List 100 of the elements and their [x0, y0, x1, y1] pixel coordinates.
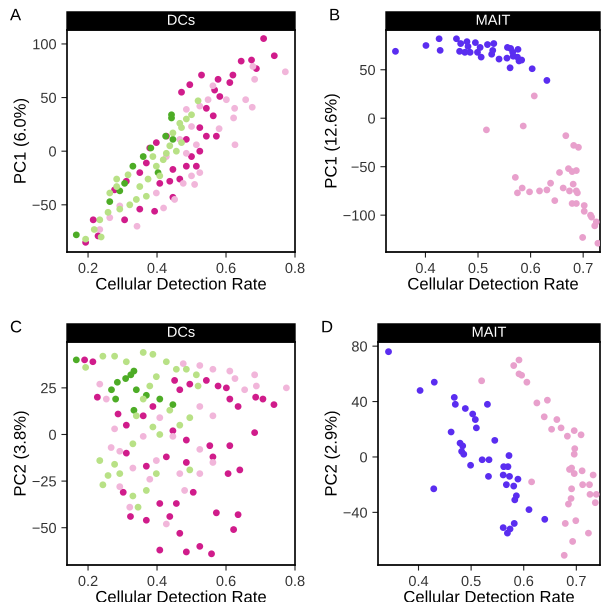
point [448, 428, 455, 436]
point [250, 63, 256, 70]
point [518, 184, 526, 192]
point [242, 96, 250, 104]
point [186, 380, 194, 388]
point [570, 470, 578, 477]
point [252, 382, 260, 390]
point [160, 204, 167, 212]
point [506, 452, 512, 459]
point [251, 371, 258, 378]
point [248, 56, 255, 64]
point [491, 436, 498, 444]
point [134, 504, 142, 511]
point [156, 431, 164, 438]
point [472, 39, 479, 46]
point [504, 54, 510, 62]
point [592, 490, 600, 498]
point [108, 386, 115, 394]
point [152, 470, 160, 478]
point [140, 153, 147, 160]
point [178, 139, 185, 146]
y-tick-label: 80 [352, 341, 368, 352]
point [238, 58, 245, 65]
point [104, 208, 112, 216]
point [586, 490, 594, 498]
point [514, 476, 522, 483]
point [514, 46, 522, 53]
point [579, 234, 586, 241]
point [553, 416, 560, 423]
point [176, 422, 184, 429]
y-tick-label: 100 [33, 39, 56, 50]
point [500, 524, 507, 532]
point [126, 201, 134, 208]
point [113, 183, 120, 190]
point [523, 378, 530, 386]
point [452, 400, 459, 408]
point [594, 240, 600, 247]
point [129, 440, 136, 448]
point [212, 509, 220, 516]
point [578, 431, 584, 438]
point [106, 190, 114, 196]
point [156, 180, 164, 187]
point [111, 460, 118, 468]
x-tick-label: 0.6 [216, 262, 236, 274]
point [166, 178, 174, 185]
point [566, 188, 573, 194]
point [149, 350, 156, 358]
point [111, 352, 118, 360]
point [182, 366, 190, 373]
point [570, 427, 578, 434]
point [472, 424, 480, 432]
point [96, 380, 104, 388]
point [122, 358, 130, 366]
point [129, 492, 136, 500]
point [570, 180, 577, 188]
point [422, 42, 430, 49]
point [569, 538, 576, 545]
x-tick-label: 0.6 [514, 576, 534, 586]
point [151, 208, 158, 215]
point [149, 153, 156, 160]
point [514, 189, 521, 196]
point [122, 450, 130, 457]
point [565, 500, 572, 508]
point [543, 77, 550, 84]
point [564, 432, 571, 440]
point [166, 406, 174, 414]
point [180, 180, 187, 187]
point [476, 44, 484, 51]
point [178, 124, 185, 131]
point [504, 530, 511, 537]
point [169, 130, 176, 136]
point [122, 422, 130, 429]
point [116, 470, 124, 478]
point [547, 180, 554, 187]
text: B [330, 8, 340, 20]
point [510, 362, 518, 369]
point [142, 487, 150, 494]
point [570, 450, 578, 458]
point [114, 378, 121, 386]
point [556, 169, 563, 176]
point [489, 46, 496, 54]
point [124, 171, 132, 178]
point [140, 412, 147, 420]
point [430, 485, 438, 492]
point [450, 394, 458, 401]
point [568, 168, 576, 175]
y-tick-label: 50 [360, 64, 376, 76]
x-axis-title: Cellular Detection Rate [408, 277, 578, 290]
point [188, 111, 195, 118]
point [169, 401, 176, 408]
text: D [322, 320, 332, 332]
x-axis-title: Cellular Detection Rate [96, 277, 266, 290]
point [516, 356, 522, 364]
point [204, 96, 212, 104]
point [127, 513, 134, 520]
point [196, 148, 204, 155]
point [231, 104, 238, 112]
point [112, 396, 120, 402]
point [226, 442, 234, 450]
point [162, 358, 170, 366]
